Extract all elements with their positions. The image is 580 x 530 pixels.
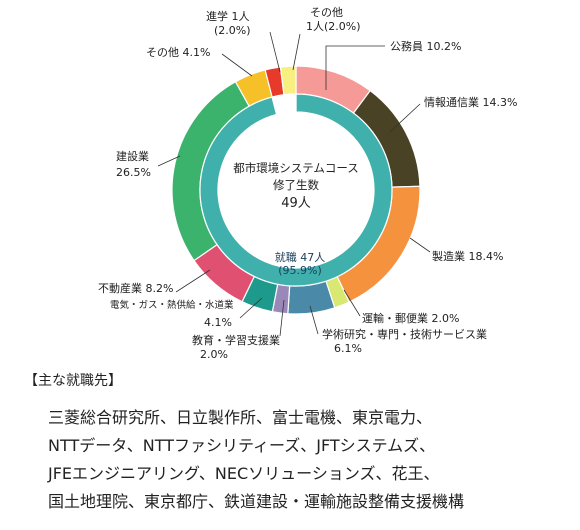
leader-kensetsu [157, 155, 181, 167]
center-graduates-count: 49人 [281, 196, 311, 211]
leader-fudosan [175, 269, 211, 293]
employers-heading: 【主な就職先】 [24, 373, 122, 389]
leader-other [292, 33, 301, 71]
label-kensetsu-2: 26.5% [116, 166, 151, 179]
employment-percent: (95.9%) [278, 264, 322, 277]
label-unyu: 運輸・郵便業 2.0% [362, 311, 459, 325]
employment-label: 就職 47人 [275, 250, 326, 264]
employers-line: 国土地理院、東京都庁、鉄道建設・運輸施設整備支援機構 [48, 492, 465, 511]
label-joho: 情報通信業 14.3% [424, 96, 517, 109]
label-denki-2: 4.1% [204, 316, 232, 329]
leader-shingaku [269, 31, 281, 73]
leader-unyu [343, 289, 361, 317]
label-sonota: その他 4.1% [146, 46, 210, 59]
label-kyoiku-1: 教育・学習支援業 [192, 333, 280, 347]
leader-seizo [409, 237, 431, 253]
label-gakujutsu-2: 6.1% [334, 342, 362, 355]
leader-kyoiku [279, 299, 285, 337]
center-hole [218, 112, 374, 268]
label-kyoiku-2: 2.0% [200, 348, 228, 360]
label-kensetsu-1: 建設業 [116, 149, 149, 163]
center-course-name: 都市環境システムコース [233, 161, 359, 175]
center-graduates-label: 修了生数 [273, 178, 319, 192]
label-shingaku-1: 進学 1人 [206, 9, 250, 23]
label-gakujutsu-1: 学術研究・専門・技術サービス業 [322, 327, 487, 341]
label-denki-1: 電気・ガス・熱供給・水道業 [110, 299, 234, 311]
label-komuin: 公務員 10.2% [390, 39, 461, 53]
leader-gakujutsu [309, 305, 319, 335]
leader-denki [239, 297, 263, 319]
employers-line: NTTデータ、NTTファシリティーズ、JFTシステムズ、 [48, 436, 436, 455]
employers-line: JFEエンジニアリング、NECソリューションズ、花王、 [48, 464, 440, 483]
label-fudosan: 不動産業 8.2% [98, 281, 173, 295]
outer-ring [171, 65, 421, 315]
label-shingaku-2: (2.0%) [214, 24, 251, 37]
employers-list: 三菱総合研究所、日立製作所、富士電機、東京電力、 NTTデータ、NTTファシリテ… [48, 404, 568, 516]
label-seizo: 製造業 18.4% [432, 249, 503, 263]
label-other-2: 1人(2.0%) [306, 20, 361, 33]
leader-komuin [325, 45, 385, 90]
leader-lines [157, 31, 431, 337]
label-other-1: その他 [310, 6, 343, 19]
leader-joho [389, 103, 421, 133]
leader-sonota [221, 53, 253, 77]
employers-line: 三菱総合研究所、日立製作所、富士電機、東京電力、 [48, 408, 433, 427]
donut-chart: 都市環境システムコース 修了生数 49人 就職 47人 (95.9%) 公務員 … [98, 6, 517, 360]
inner-slice-2 [283, 93, 297, 114]
